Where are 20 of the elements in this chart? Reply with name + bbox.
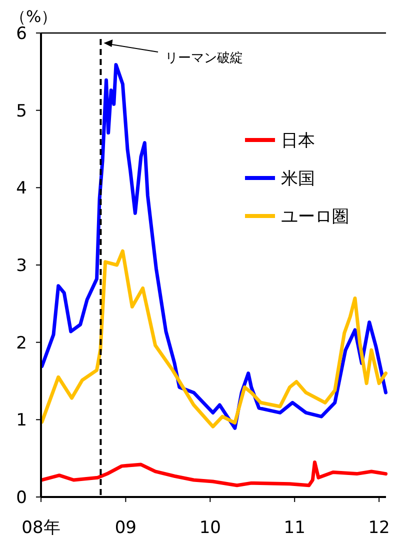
line-series — [40, 460, 388, 488]
y-tick-label: 5 — [16, 101, 27, 122]
ref-line-label: リーマン破綻 — [165, 51, 243, 66]
legend-label: 米国 — [281, 168, 315, 189]
x-tick-label: 12 — [368, 518, 390, 538]
legend-label: 日本 — [281, 130, 315, 151]
y-axis-title: （%） — [10, 7, 58, 26]
x-tick-label: 09 — [114, 518, 137, 538]
y-tick-label: 4 — [16, 178, 27, 199]
x-tick-label: 10 — [199, 518, 221, 538]
line-series — [40, 249, 388, 428]
y-tick-label: 2 — [16, 333, 27, 354]
legend-label: ユーロ圏 — [281, 206, 349, 227]
x-tick-label: 11 — [284, 518, 306, 538]
y-tick-label: 1 — [16, 410, 27, 431]
y-tick-label: 0 — [16, 488, 27, 508]
line-series — [40, 62, 388, 430]
x-tick-label: 08年 — [22, 518, 60, 538]
y-tick-label: 3 — [16, 256, 27, 276]
y-tick-label: 6 — [16, 24, 27, 44]
